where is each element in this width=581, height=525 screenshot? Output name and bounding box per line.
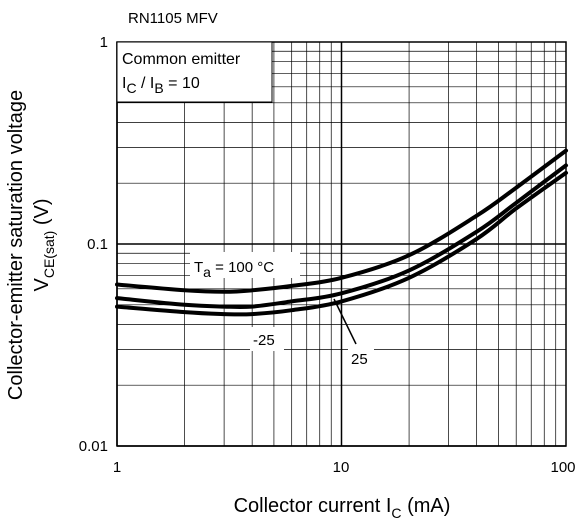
series-line-2 [115,170,568,317]
plot-frame [116,41,567,447]
y-tick-label-0.01: 0.01 [79,438,108,455]
y-tick-label-1: 1 [100,34,108,51]
x-axis-label: Collector current IC (mA) [234,495,451,521]
ta-label: Ta = 100 °C [194,259,274,280]
series-line-0 [115,148,568,294]
label-25-leader [333,298,357,345]
y-axis-label-line1: Collector-emitter saturation voltage [5,90,27,400]
legend-line-1: Common emitter [122,51,241,68]
label-25-bg [348,346,374,370]
grid [116,42,566,447]
x-tick-label-10: 10 [333,459,350,476]
x-tick-label-100: 100 [550,459,575,476]
chart-title: RN1105 MFV [128,10,218,27]
label-m25-bg [250,327,284,351]
legend-box [116,41,273,103]
label-25: 25 [351,351,368,368]
y-tick-label-0.1: 0.1 [87,236,108,253]
series-line-1 [115,163,568,310]
ta-label-bg [190,252,300,278]
label-m25: -25 [253,332,275,349]
y-axis-label-line2: VCE(sat) (V) [31,198,57,291]
x-tick-label-1: 1 [113,459,121,476]
legend-line-2: IC / IB = 10 [122,75,200,96]
series-layer [115,148,568,317]
